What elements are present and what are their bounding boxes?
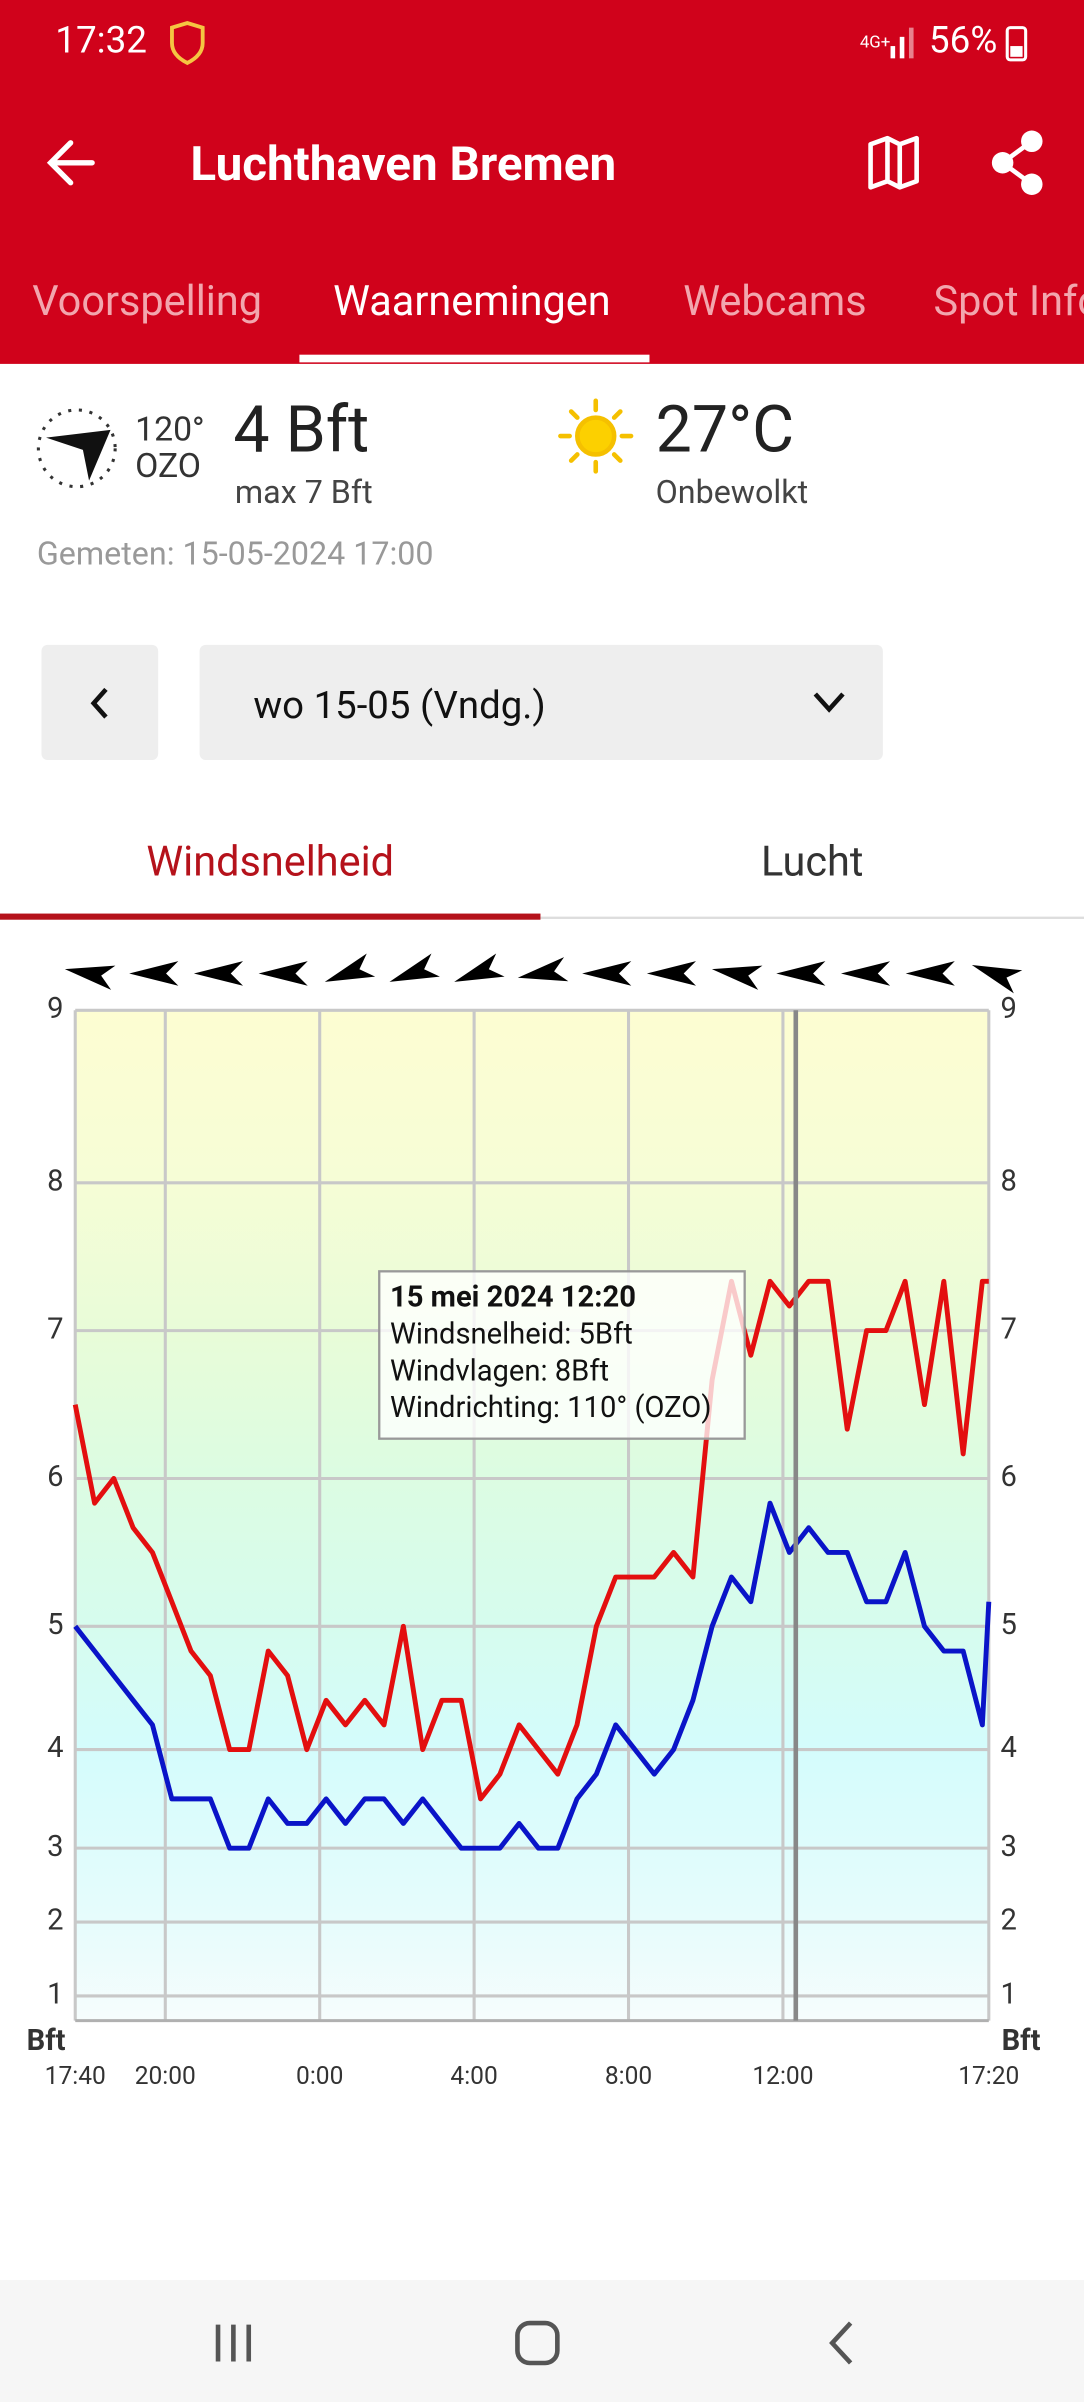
share-button[interactable]: [991, 130, 1043, 195]
battery-level: 56%: [929, 19, 997, 62]
subtab-indicator: [0, 913, 541, 920]
series-line: [73, 1500, 992, 1851]
tooltip-box: [378, 1270, 746, 1440]
y2-tick-label: 5: [1001, 1608, 1017, 1642]
y2-tick-label: 7: [1001, 1312, 1017, 1346]
y-tick-label: 4: [47, 1731, 63, 1765]
direction-arrow: [258, 961, 308, 986]
direction-arrow: [129, 961, 179, 986]
svg-text:4G+: 4G+: [860, 32, 891, 52]
y2-tick-label: 3: [1001, 1830, 1017, 1864]
x-tick-label: 8:00: [605, 2061, 652, 2090]
recent-apps-button[interactable]: [215, 2324, 252, 2362]
x-tick-label: 17:20: [958, 2061, 1019, 2090]
direction-arrow: [454, 953, 505, 982]
x-tick-label: 17:40: [45, 2061, 106, 2090]
y-tick-label: 8: [47, 1164, 63, 1198]
subtab-divider: [0, 916, 1084, 919]
direction-arrow: [324, 953, 376, 982]
signal-icon: 4G+: [860, 27, 914, 59]
nav-bar: [0, 2280, 1084, 2402]
y2-tick-label: 4: [1001, 1731, 1017, 1765]
status-time: 17:32: [55, 19, 147, 62]
y-tick-label: 7: [47, 1312, 63, 1346]
prev-icon: [90, 687, 108, 719]
system-back-button[interactable]: [829, 2321, 853, 2365]
y-tick-label: 5: [47, 1608, 63, 1642]
wind-direction-deg: 120°: [135, 410, 205, 449]
tooltip-title: 15 mei 2024 12:20: [390, 1281, 636, 1315]
direction-arrow: [971, 965, 1023, 994]
y-tick-label: 2: [47, 1904, 63, 1938]
day-dropdown[interactable]: [199, 644, 883, 761]
battery-icon: [1005, 26, 1028, 62]
x-tick-label: 20:00: [135, 2061, 196, 2090]
tooltip-line: Windrichting: 110° (OZO): [390, 1391, 712, 1425]
y2-tick-label: 9: [1001, 992, 1017, 1026]
y-tick-label: 3: [47, 1830, 63, 1864]
x-tick-label: 4:00: [450, 2061, 497, 2090]
subtab[interactable]: Lucht: [761, 838, 863, 886]
wind-gust: max 7 Bft: [235, 473, 373, 511]
battery-fill: [1010, 46, 1023, 57]
y-tick-label: 9: [47, 992, 63, 1026]
home-button[interactable]: [515, 2320, 560, 2366]
y2-unit-label: Bft: [1002, 2024, 1041, 2058]
direction-arrow: [193, 961, 244, 986]
y-tick-label: 1: [47, 1978, 63, 2012]
prev-day-button[interactable]: [41, 644, 159, 761]
day-dropdown-label: wo 15-05 (Vndg.): [253, 683, 545, 728]
back-button[interactable]: [46, 140, 95, 186]
tab[interactable]: Spot Info: [934, 278, 1084, 326]
compass-icon: [36, 408, 117, 489]
x-tick-label: 12:00: [752, 2061, 813, 2090]
temperature: 27°C: [656, 392, 795, 468]
wind-speed: 4 Bft: [233, 392, 369, 468]
y2-tick-label: 1: [1001, 1978, 1017, 2012]
direction-arrow: [517, 957, 569, 982]
direction-arrow: [905, 961, 955, 986]
tab-indicator: [299, 354, 650, 363]
direction-arrow: [582, 961, 632, 986]
page-title: Luchthaven Bremen: [190, 136, 616, 192]
tooltip-line: Windvlagen: 8Bft: [390, 1354, 609, 1388]
tab[interactable]: Voorspelling: [32, 278, 262, 326]
shield-icon: [170, 21, 205, 66]
dropdown-chevron: [813, 692, 845, 713]
wind-direction: OZO: [135, 447, 201, 486]
direction-arrow: [776, 961, 826, 986]
map-button[interactable]: [868, 135, 919, 190]
tab[interactable]: Webcams: [683, 278, 866, 326]
sky: Onbewolkt: [656, 473, 809, 511]
subtab-selected[interactable]: Windsnelheid: [146, 838, 394, 886]
direction-arrow: [711, 965, 763, 990]
y2-tick-label: 6: [1001, 1460, 1017, 1494]
direction-arrow: [389, 953, 440, 982]
tooltip-line: Windsnelheid: 5Bft: [390, 1318, 633, 1352]
direction-arrow: [64, 965, 116, 990]
series-line: [72, 1278, 989, 1802]
y-tick-label: 6: [47, 1460, 63, 1494]
direction-arrow: [840, 961, 891, 986]
plot-background: [75, 1010, 989, 2021]
x-tick-label: 0:00: [296, 2061, 343, 2090]
sun-icon: [558, 398, 634, 474]
y-unit-label: Bft: [27, 2024, 66, 2058]
tab-selected[interactable]: Waarnemingen: [333, 278, 611, 326]
chart: 1 1 2 2 3 3 4 4 5 5 6 6 7 7 8 8 9 9 17:40 20:00 0:00 4:00 8:00…: [27, 953, 1041, 2090]
y2-tick-label: 8: [1001, 1164, 1017, 1198]
measured-time: Gemeten: 15-05-2024 17:00: [37, 534, 434, 572]
y2-tick-label: 2: [1001, 1904, 1017, 1938]
direction-arrow: [646, 961, 696, 986]
